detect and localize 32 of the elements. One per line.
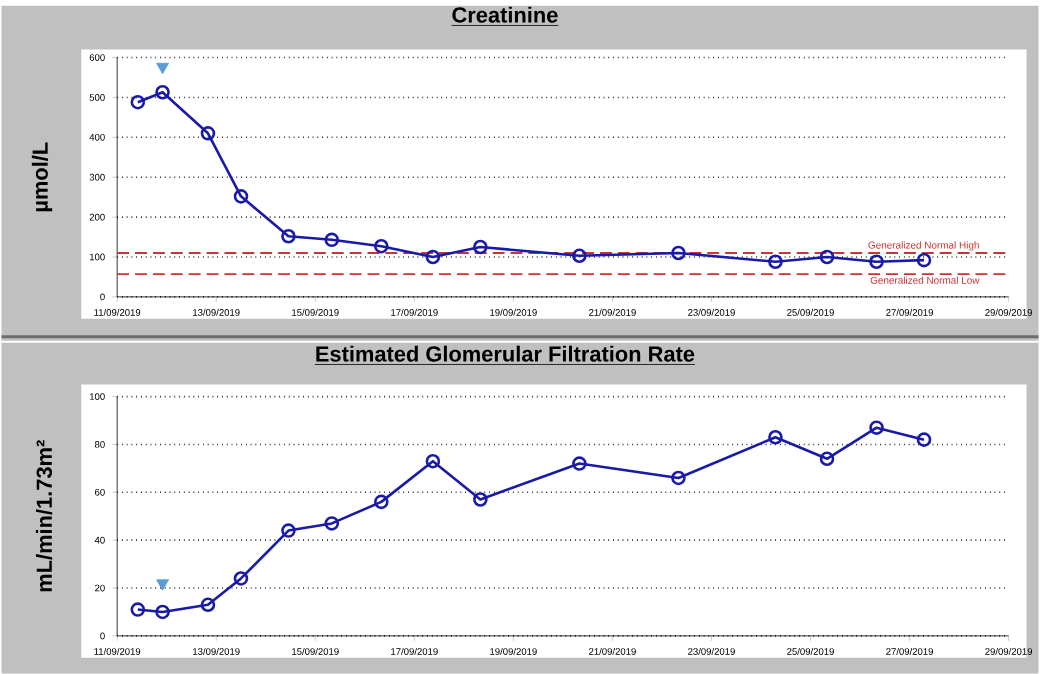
point (473, 239, 488, 255)
chart-title: Estimated Glomerular Filtration Rate (316, 345, 695, 362)
point (819, 249, 835, 265)
point (768, 430, 783, 445)
point (869, 420, 884, 436)
point (200, 126, 216, 141)
point (155, 85, 170, 100)
point (281, 229, 296, 244)
point (324, 516, 340, 531)
y-axis-title: mL/min/1.73m² (35, 440, 53, 592)
point (425, 454, 441, 469)
point (572, 456, 587, 471)
point (200, 597, 216, 613)
chart-title: Creatinine (452, 6, 558, 23)
point (324, 232, 340, 248)
point (473, 492, 488, 507)
point (281, 523, 296, 538)
point (671, 245, 686, 261)
point (374, 239, 389, 254)
point (374, 494, 389, 510)
point (869, 254, 884, 270)
point (819, 451, 835, 467)
point (671, 470, 686, 486)
point (425, 249, 441, 265)
point (233, 189, 249, 204)
point (155, 604, 170, 620)
y-axis-title: µmol/L (31, 142, 53, 212)
point (768, 254, 783, 270)
point (156, 62, 170, 75)
point (156, 579, 170, 591)
point (572, 248, 587, 264)
point (233, 571, 249, 586)
